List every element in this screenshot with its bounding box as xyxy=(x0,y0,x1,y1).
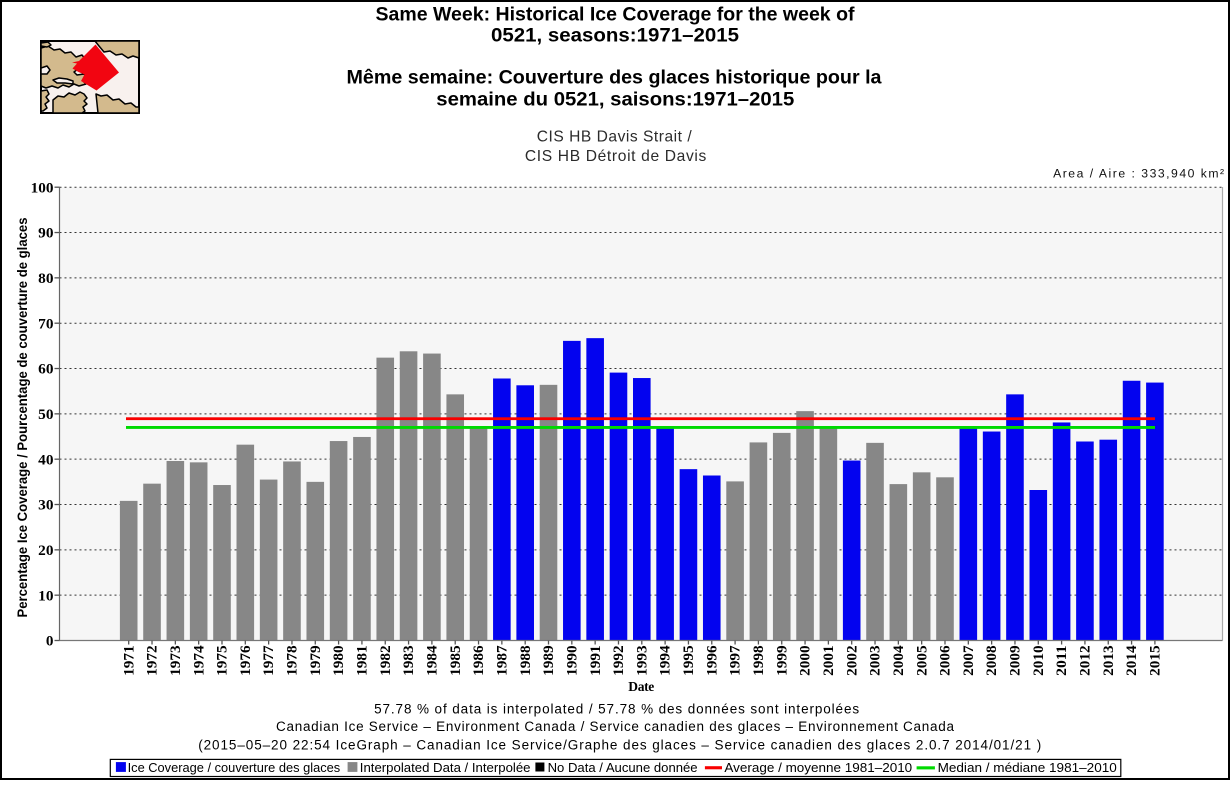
svg-text:CIS HB Davis Strait /: CIS HB Davis Strait / xyxy=(537,128,693,145)
svg-text:2004: 2004 xyxy=(891,645,907,676)
svg-text:1975: 1975 xyxy=(215,645,231,676)
svg-text:90: 90 xyxy=(38,226,53,242)
svg-text:Median / médiane 1981–2010: Median / médiane 1981–2010 xyxy=(938,760,1117,775)
svg-text:CIS HB Détroit de Davis: CIS HB Détroit de Davis xyxy=(525,148,707,165)
svg-text:1995: 1995 xyxy=(681,645,697,676)
svg-text:1996: 1996 xyxy=(704,645,720,676)
svg-text:1985: 1985 xyxy=(448,645,464,676)
svg-text:10: 10 xyxy=(38,588,53,604)
svg-text:1986: 1986 xyxy=(471,645,487,676)
svg-text:1993: 1993 xyxy=(634,645,650,676)
svg-text:1974: 1974 xyxy=(191,645,207,676)
svg-text:2006: 2006 xyxy=(938,645,954,676)
svg-text:2015: 2015 xyxy=(1148,645,1164,676)
svg-text:1984: 1984 xyxy=(425,645,441,676)
svg-text:2010: 2010 xyxy=(1031,645,1047,676)
svg-text:No Data / Aucune donnée: No Data / Aucune donnée xyxy=(548,760,698,775)
svg-text:Même semaine: Couverture des g: Même semaine: Couverture des glaces hist… xyxy=(347,68,882,89)
svg-text:2014: 2014 xyxy=(1124,645,1140,676)
svg-text:2007: 2007 xyxy=(961,645,977,676)
svg-text:1988: 1988 xyxy=(518,645,534,676)
svg-text:Area / Aire : 333,940 km²: Area / Aire : 333,940 km² xyxy=(1053,166,1224,180)
svg-text:1972: 1972 xyxy=(145,645,161,676)
svg-text:0521, seasons:1971–2015: 0521, seasons:1971–2015 xyxy=(491,26,739,47)
svg-text:50: 50 xyxy=(38,407,53,423)
svg-text:1997: 1997 xyxy=(728,645,744,676)
svg-text:20: 20 xyxy=(38,543,53,559)
svg-text:1983: 1983 xyxy=(401,645,417,676)
svg-text:2011: 2011 xyxy=(1054,645,1070,676)
svg-text:2008: 2008 xyxy=(984,645,1000,676)
svg-text:semaine du 0521, saisons:1971–: semaine du 0521, saisons:1971–2015 xyxy=(436,89,794,110)
svg-text:57.78 % of data is interpolate: 57.78 % of data is interpolated / 57.78 … xyxy=(374,702,859,717)
svg-text:30: 30 xyxy=(38,498,53,514)
svg-text:2002: 2002 xyxy=(844,645,860,676)
svg-text:80: 80 xyxy=(38,271,53,287)
svg-text:Same Week: Historical Ice Cove: Same Week: Historical Ice Coverage for t… xyxy=(376,4,856,25)
svg-text:70: 70 xyxy=(38,316,53,332)
svg-text:1979: 1979 xyxy=(308,645,324,676)
svg-text:40: 40 xyxy=(38,452,53,468)
svg-text:100: 100 xyxy=(31,180,54,196)
svg-text:2001: 2001 xyxy=(821,645,837,676)
svg-text:1998: 1998 xyxy=(751,645,767,676)
svg-text:1990: 1990 xyxy=(564,645,580,676)
svg-text:1971: 1971 xyxy=(121,645,137,676)
svg-text:2009: 2009 xyxy=(1008,645,1024,676)
svg-text:1994: 1994 xyxy=(658,645,674,676)
svg-text:1981: 1981 xyxy=(355,645,371,676)
svg-text:1980: 1980 xyxy=(331,645,347,676)
svg-text:Interpolated Data / Interpolée: Interpolated Data / Interpolée xyxy=(360,760,531,775)
svg-text:1976: 1976 xyxy=(238,645,254,676)
svg-text:2003: 2003 xyxy=(868,645,884,676)
svg-text:Canadian Ice Service – Environ: Canadian Ice Service – Environment Canad… xyxy=(276,719,954,734)
svg-text:2012: 2012 xyxy=(1078,645,1094,676)
svg-text:(2015–05–20 22:54 IceGraph – C: (2015–05–20 22:54 IceGraph – Canadian Ic… xyxy=(198,737,1041,752)
svg-text:Average / moyenne 1981–2010: Average / moyenne 1981–2010 xyxy=(724,760,912,775)
svg-text:1992: 1992 xyxy=(611,645,627,676)
svg-text:1987: 1987 xyxy=(494,645,510,676)
svg-text:1999: 1999 xyxy=(774,645,790,676)
svg-text:0: 0 xyxy=(46,634,54,650)
svg-text:1991: 1991 xyxy=(588,645,604,676)
svg-text:1982: 1982 xyxy=(378,645,394,676)
svg-text:60: 60 xyxy=(38,362,53,378)
svg-text:1973: 1973 xyxy=(168,645,184,676)
svg-text:2000: 2000 xyxy=(798,645,814,676)
svg-text:2005: 2005 xyxy=(914,645,930,676)
svg-text:2013: 2013 xyxy=(1101,645,1117,676)
svg-text:Date: Date xyxy=(628,679,654,694)
svg-text:1989: 1989 xyxy=(541,645,557,676)
svg-text:Ice Coverage / couverture des: Ice Coverage / couverture des glaces xyxy=(128,760,341,775)
svg-text:Percentage Ice Coverage / Pour: Percentage Ice Coverage / Pourcentage de… xyxy=(14,217,30,617)
svg-text:1977: 1977 xyxy=(261,645,277,676)
svg-text:1978: 1978 xyxy=(285,645,301,676)
